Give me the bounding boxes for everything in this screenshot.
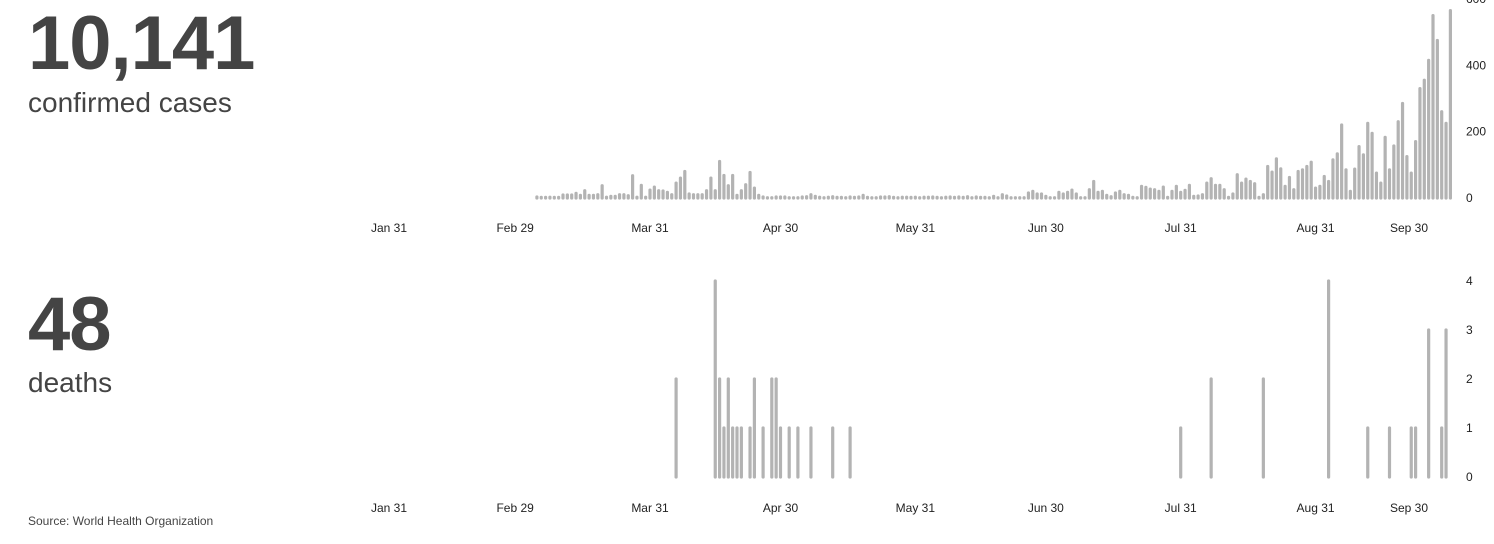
x-tick-label: Jun 30: [1028, 221, 1064, 235]
y-tick-label: 600: [1466, 0, 1486, 6]
deaths-label: deaths: [28, 367, 113, 398]
y-tick-label: 0: [1466, 470, 1473, 484]
y-tick-label: 4: [1466, 274, 1473, 288]
x-tick-label: Mar 31: [631, 221, 669, 235]
cases-chart: 0 200 400 600 Jan 31 Feb 29 Mar 31 Apr 30 May 31…: [371, 0, 1486, 235]
x-tick-label: Jan 31: [371, 501, 407, 515]
y-tick-label: 400: [1466, 58, 1486, 72]
y-tick-label: 2: [1466, 372, 1473, 386]
x-tick-label: May 31: [896, 221, 936, 235]
x-tick-label: Mar 31: [631, 501, 669, 515]
source-note: Source: World Health Organization: [28, 514, 214, 528]
x-tick-label: Sep 30: [1390, 501, 1428, 515]
x-tick-label: Jul 31: [1165, 501, 1197, 515]
x-tick-label: Jan 31: [371, 221, 407, 235]
deaths-total: 48: [28, 282, 112, 367]
x-tick-label: Apr 30: [763, 501, 799, 515]
cases-label: confirmed cases: [28, 87, 232, 118]
y-tick-label: 0: [1466, 191, 1473, 205]
x-tick-label: Aug 31: [1297, 501, 1335, 515]
y-tick-label: 3: [1466, 323, 1473, 337]
x-tick-label: Jun 30: [1028, 501, 1064, 515]
cases-total: 10,141: [28, 1, 255, 86]
x-tick-label: Apr 30: [763, 221, 799, 235]
x-tick-label: Jul 31: [1165, 221, 1197, 235]
x-tick-label: Feb 29: [496, 501, 534, 515]
x-tick-label: Feb 29: [496, 221, 534, 235]
y-tick-label: 200: [1466, 125, 1486, 139]
x-tick-label: Sep 30: [1390, 221, 1428, 235]
x-tick-label: Aug 31: [1297, 221, 1335, 235]
y-tick-label: 1: [1466, 421, 1473, 435]
x-tick-label: May 31: [896, 501, 936, 515]
